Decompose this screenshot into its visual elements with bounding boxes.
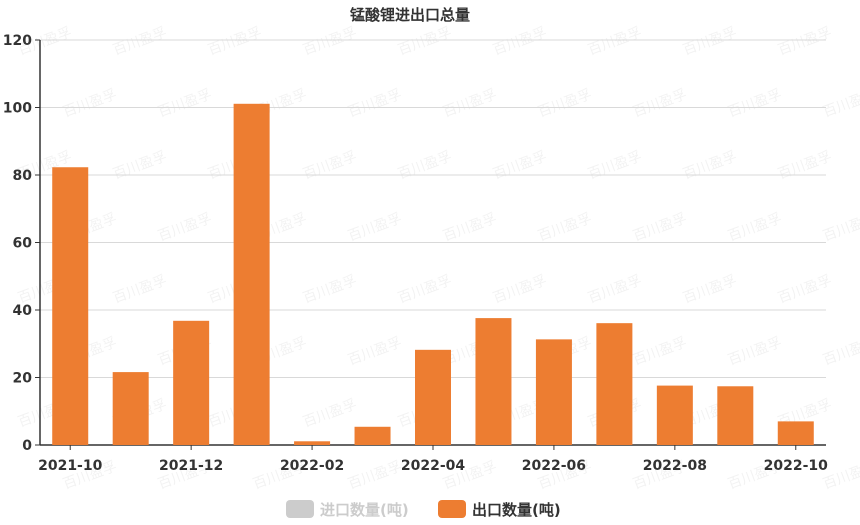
watermark-text: 百川盈孚 [156,87,214,121]
watermark-text: 百川盈孚 [491,25,549,59]
x-tick-label: 2022-02 [280,458,344,474]
watermark-text: 百川盈孚 [156,211,214,245]
watermark-text: 百川盈孚 [111,273,169,307]
watermark-text: 百川盈孚 [396,149,454,183]
watermark-text: 百川盈孚 [491,149,549,183]
watermark-text: 百川盈孚 [726,87,784,121]
bar-2022-07 [596,323,633,445]
y-tick-label: 100 [3,101,32,117]
watermark-text: 百川盈孚 [346,211,404,245]
watermark-text: 百川盈孚 [441,211,499,245]
y-tick-label: 80 [13,168,33,184]
bar-2022-08 [656,385,693,445]
legend: 进口数量(吨) 出口数量(吨) [286,500,561,519]
watermark-text: 百川盈孚 [681,273,739,307]
x-tick-label: 2022-06 [522,458,586,474]
watermark-text: 百川盈孚 [441,87,499,121]
watermark-text: 百川盈孚 [301,149,359,183]
watermark-text: 百川盈孚 [631,211,689,245]
y-tick-label: 0 [22,438,32,454]
watermark-text: 百川盈孚 [776,149,834,183]
watermark-text: 百川盈孚 [586,273,644,307]
x-tick-label: 2022-08 [643,458,707,474]
x-tick-label: 2021-10 [38,458,103,474]
watermark-text: 百川盈孚 [301,273,359,307]
watermark-text: 百川盈孚 [776,25,834,59]
watermark-text: 百川盈孚 [631,335,689,369]
watermark-text: 百川盈孚 [821,335,860,369]
watermark-text: 百川盈孚 [346,335,404,369]
x-tick-label: 2022-04 [401,458,466,474]
watermark-text: 百川盈孚 [346,87,404,121]
watermark-text: 百川盈孚 [536,211,594,245]
bar-2022-06 [535,339,572,445]
bar-2021-10 [52,167,89,446]
y-tick-label: 20 [13,371,33,387]
watermark-text: 百川盈孚 [681,25,739,59]
bar-2022-03 [354,426,391,445]
y-axis: 0 20 40 60 80 100 120 [3,33,41,454]
grid-lines [40,39,826,446]
bar-2022-10 [777,421,814,445]
watermark-text: 百川盈孚 [111,25,169,59]
watermark-text: 百川盈孚 [396,25,454,59]
watermark-text: 百川盈孚 [776,273,834,307]
watermark-text: 百川盈孚 [301,397,359,431]
y-tick-label: 40 [13,303,33,319]
watermark-text: 百川盈孚 [111,149,169,183]
y-tick-label: 60 [13,236,33,252]
y-tick-label: 120 [3,33,32,49]
watermark-text: 百川盈孚 [536,87,594,121]
legend-swatch[interactable] [286,500,314,518]
legend-label[interactable]: 进口数量(吨) [320,501,409,519]
watermark-text: 百川盈孚 [821,211,860,245]
bar-2021-11 [112,372,149,445]
chart-title: 锰酸锂进出口总量 [350,6,470,24]
watermark-text: 百川盈孚 [726,335,784,369]
x-tick-label: 2021-12 [159,458,223,474]
bar-2022-05 [475,318,512,445]
watermark-text: 百川盈孚 [206,25,264,59]
watermark-text: 百川盈孚 [681,149,739,183]
x-tick-label: 2022-10 [764,458,829,474]
watermark-text: 百川盈孚 [346,459,404,493]
legend-swatch[interactable] [438,500,466,518]
watermark-text: 百川盈孚 [301,25,359,59]
watermark-text: 百川盈孚 [396,273,454,307]
bar-2022-09 [717,386,754,445]
watermark-text: 百川盈孚 [586,25,644,59]
bar-2022-02 [294,441,331,445]
watermark-text: 百川盈孚 [821,87,860,121]
watermark-text: 百川盈孚 [61,87,119,121]
legend-label[interactable]: 出口数量(吨) [472,501,561,519]
watermark-text: 百川盈孚 [586,149,644,183]
watermark-text: 百川盈孚 [631,87,689,121]
watermark-text: 百川盈孚 [491,273,549,307]
bar-2022-04 [415,349,451,445]
bar-2022-01 [233,103,270,445]
watermark-text: 百川盈孚 [726,211,784,245]
bars [52,103,814,446]
x-axis: 2021-10 2021-12 2022-02 2022-04 2022-06 2022-… [38,445,828,474]
bar-2021-12 [173,320,210,445]
